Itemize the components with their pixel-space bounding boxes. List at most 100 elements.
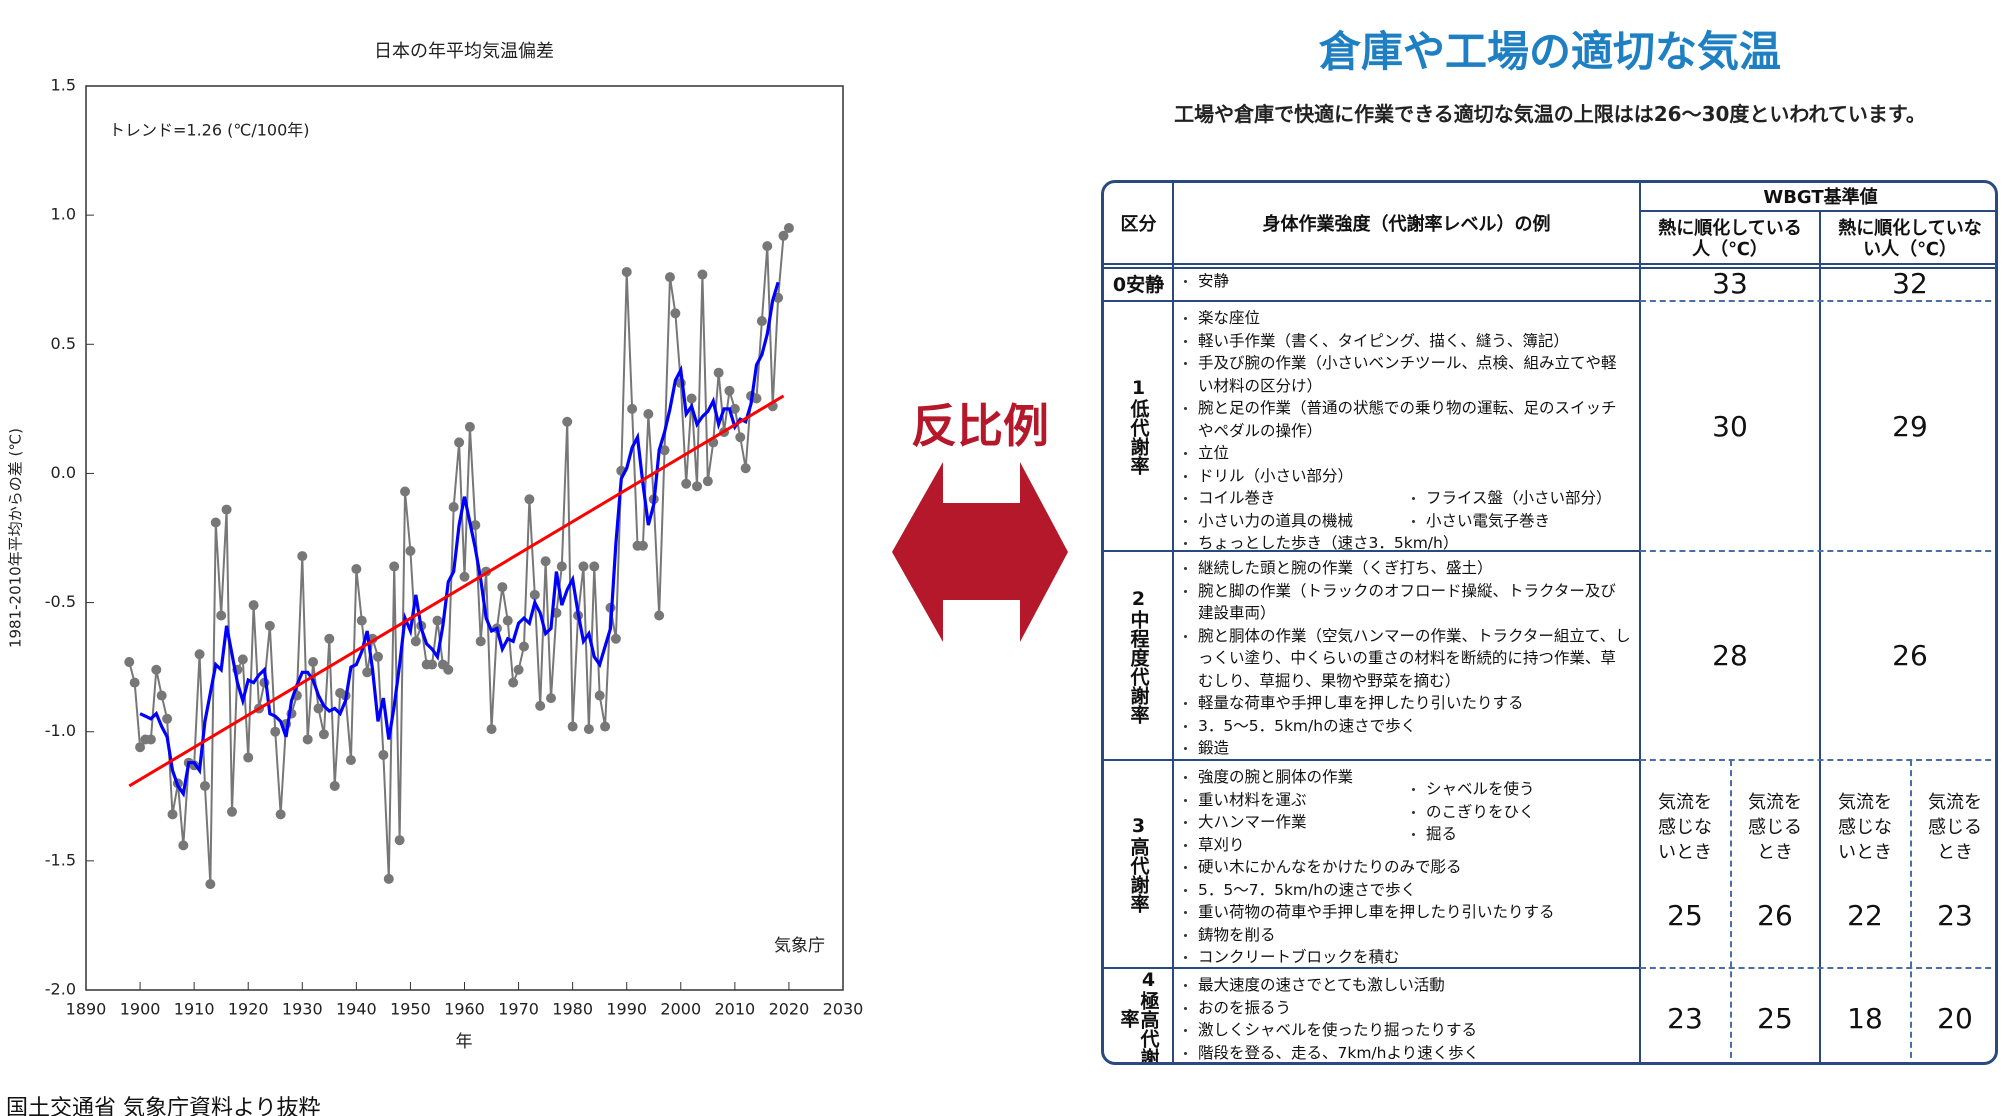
- header-cell: 区分: [1120, 214, 1157, 235]
- data-point: [194, 649, 205, 660]
- wbgt-value: 28: [1712, 639, 1748, 672]
- header-cell: 身体作業強度（代謝率レベル）の例: [1262, 214, 1551, 235]
- item: 5．5〜7．5km/hの速さで歩く: [1176, 879, 1631, 902]
- row-line: [1640, 967, 1995, 969]
- data-point: [729, 403, 740, 414]
- data-point: [464, 421, 475, 432]
- source-note: 国土交通省 気象庁資料より抜粋: [6, 1096, 321, 1116]
- data-point: [129, 677, 140, 688]
- data-point: [659, 445, 670, 456]
- wbgt-value: 23: [1937, 898, 1973, 932]
- item: シャベルを使う: [1404, 778, 1634, 801]
- y-tick-label: 0.0: [51, 463, 76, 482]
- data-point: [205, 879, 216, 890]
- data-point: [535, 700, 546, 711]
- x-tick-label: 1940: [336, 1000, 377, 1019]
- data-point: [740, 463, 751, 474]
- data-point: [692, 481, 703, 492]
- data-point: [470, 520, 481, 531]
- wbgt-value: 25: [1757, 1001, 1793, 1035]
- data-point: [518, 641, 529, 652]
- data-point: [383, 873, 394, 884]
- data-point: [362, 667, 373, 678]
- y-tick-label: 1.0: [51, 205, 76, 224]
- chart-title: 日本の年平均気温偏差: [374, 41, 554, 62]
- y-tick-label: -2.0: [45, 980, 76, 999]
- row-line: [1104, 759, 1640, 761]
- data-point: [248, 600, 259, 611]
- row-category: 4極高代謝率: [1117, 969, 1160, 1065]
- item: 立位: [1176, 442, 1631, 465]
- header-line: [1104, 267, 1995, 269]
- y-axis-label: 1981-2010年平均からの差 (℃): [7, 428, 25, 648]
- data-point: [562, 416, 573, 427]
- item: 安静: [1176, 270, 1631, 293]
- x-tick-label: 2000: [660, 1000, 701, 1019]
- wbgt-table: 区分 身体作業強度（代謝率レベル）の例 WBGT基準値 熱に順化している人（℃） 熱に順…: [1101, 180, 1998, 1065]
- item: 強度の腕と胴体の作業: [1176, 766, 1408, 789]
- airflow-label: 気流を感じるとき: [1928, 792, 1982, 863]
- arrow-shape: [892, 462, 1068, 642]
- y-tick-label: 1.5: [51, 76, 76, 95]
- item: フライス盤（小さい部分）: [1404, 487, 1634, 510]
- data-point: [713, 367, 724, 378]
- column-line: [1639, 183, 1641, 1062]
- row-items: 強度の腕と胴体の作業 重い材料を運ぶ 大ハンマー作業 草刈り 硬い木にかんなをかけたりの…: [1176, 766, 1631, 969]
- data-point: [199, 780, 210, 791]
- data-point: [600, 721, 611, 732]
- data-point: [589, 561, 600, 572]
- y-tick-label: -0.5: [45, 592, 76, 611]
- item: 腕と足の作業（普通の状態での乗り物の運転、足のスイッチやペダルの操作）: [1176, 397, 1631, 442]
- data-point: [432, 615, 443, 626]
- data-point: [389, 561, 400, 572]
- heading-title: 倉庫や工場の適切な気温: [1318, 27, 1781, 76]
- item: 小さい力の道具の機械: [1176, 510, 1631, 533]
- data-point: [124, 656, 135, 667]
- data-point: [627, 403, 638, 414]
- x-tick-label: 1910: [174, 1000, 215, 1019]
- item: 草刈り: [1176, 834, 1408, 857]
- wbgt-value: 32: [1892, 267, 1928, 300]
- wbgt-value: 20: [1937, 1001, 1973, 1035]
- x-tick-label: 1930: [282, 1000, 323, 1019]
- data-point: [275, 809, 286, 820]
- row-line: [1640, 759, 1995, 761]
- data-point: [237, 654, 248, 665]
- relation-label: 反比例: [911, 399, 1049, 453]
- item: コンクリートブロックを積む: [1176, 946, 1631, 969]
- data-point: [318, 729, 329, 740]
- data-point: [308, 656, 319, 667]
- data-point: [270, 726, 281, 737]
- data-point: [151, 664, 162, 675]
- wbgt-value: 25: [1667, 898, 1703, 932]
- sub-column-line: [1730, 760, 1732, 1062]
- row-category: 2中程度代謝率: [1127, 587, 1150, 724]
- x-tick-label: 1970: [498, 1000, 539, 1019]
- data-point: [654, 610, 665, 621]
- wbgt-value: 29: [1892, 409, 1928, 443]
- item: 腕と脚の作業（トラックのオフロード操縦、トラクター及び建設車両）: [1176, 580, 1631, 625]
- item: 大ハンマー作業: [1176, 811, 1408, 834]
- item: おのを振るう: [1176, 997, 1631, 1020]
- data-point: [302, 734, 313, 745]
- item: 軽い手作業（書く、タイピング、描く、縫う、簿記）: [1176, 330, 1631, 353]
- airflow-label: 気流を感じないとき: [1838, 792, 1892, 863]
- data-point: [681, 478, 692, 489]
- data-point: [372, 651, 383, 662]
- data-point: [513, 664, 524, 675]
- wbgt-value: 30: [1712, 409, 1748, 443]
- row-category: 1低代謝率: [1127, 377, 1150, 475]
- x-tick-label: 2020: [769, 1000, 810, 1019]
- wbgt-value: 22: [1847, 898, 1883, 932]
- x-tick-label: 1890: [66, 1000, 107, 1019]
- data-point: [448, 502, 459, 513]
- data-point: [351, 563, 362, 574]
- data-point: [540, 556, 551, 567]
- data-point: [724, 385, 735, 396]
- row-items: 楽な座位 軽い手作業（書く、タイピング、描く、縫う、簿記） 手及び腕の作業（小さいベ…: [1176, 307, 1631, 555]
- item: 掘る: [1404, 823, 1634, 846]
- data-point: [459, 571, 470, 582]
- wbgt-value: 26: [1757, 898, 1793, 932]
- heading-subtitle: 工場や倉庫で快適に作業できる適切な気温の上限はは26〜30度といわれています。: [1174, 102, 1926, 126]
- item: コイル巻き: [1176, 487, 1408, 510]
